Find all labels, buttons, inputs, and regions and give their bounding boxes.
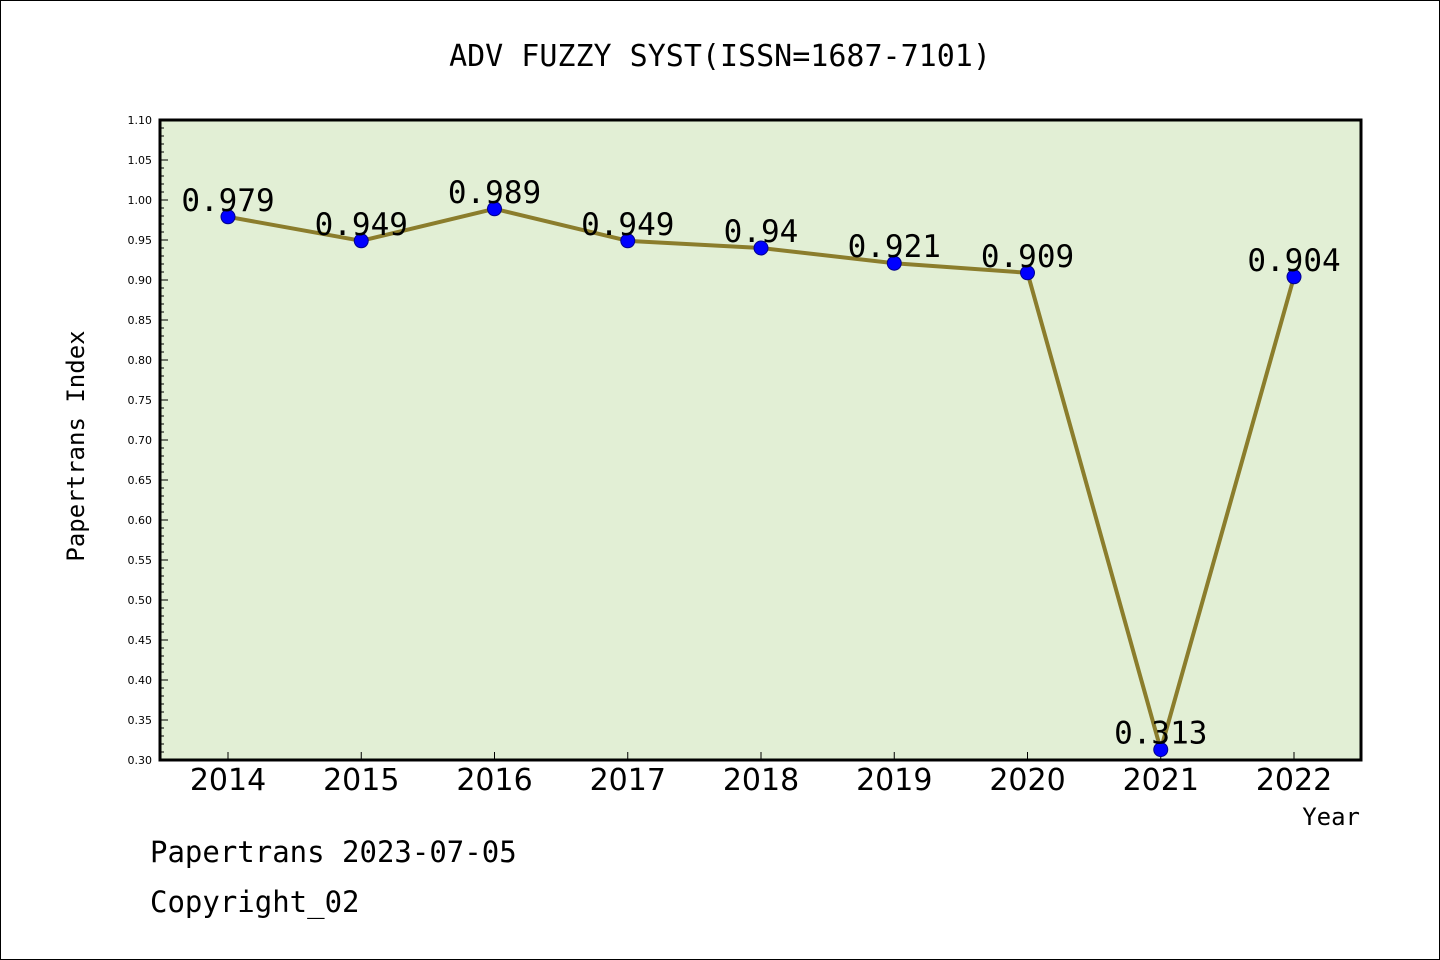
y-tick-label: 0.85 xyxy=(128,314,153,327)
data-label: 0.949 xyxy=(315,207,408,243)
y-tick-label: 0.50 xyxy=(128,594,153,607)
y-tick-label: 0.95 xyxy=(128,234,153,247)
data-point xyxy=(220,209,236,225)
y-axis-ticks: 0.30 0.35 0.40 0.45 0.50 0.55 0.60 0.65 0.70 0.75… xyxy=(128,114,168,767)
y-tick-label: 1.10 xyxy=(128,114,153,127)
data-points xyxy=(220,201,1302,758)
plot-area xyxy=(160,120,1361,760)
y-tick-label: 0.60 xyxy=(128,514,153,527)
data-label: 0.979 xyxy=(181,183,274,219)
y-tick-label: 0.45 xyxy=(128,634,153,647)
data-label: 0.989 xyxy=(448,175,541,211)
data-point xyxy=(353,233,369,249)
data-label: 0.921 xyxy=(848,229,941,265)
data-point xyxy=(1286,269,1302,285)
data-point xyxy=(487,201,502,217)
data-point xyxy=(620,233,636,249)
data-point xyxy=(886,255,902,271)
x-tick-label: 2014 xyxy=(190,763,266,798)
footer-copyright-text: Copyright_02 xyxy=(150,885,360,919)
y-tick-label: 0.40 xyxy=(128,674,153,687)
x-axis-label: Year xyxy=(1302,803,1360,831)
x-tick-label: 2021 xyxy=(1123,763,1199,798)
y-tick-label: 0.30 xyxy=(128,754,153,767)
y-axis-label: Papertrans Index xyxy=(62,330,90,561)
data-labels: 0.979 0.949 0.989 0.949 0.94 0.921 0.909 0.313 0… xyxy=(181,175,1340,752)
plot-border xyxy=(158,118,1363,762)
x-tick-label: 2016 xyxy=(456,763,532,798)
y-tick-label: 0.55 xyxy=(128,554,153,567)
y-tick-label: 0.90 xyxy=(128,274,153,287)
y-tick-label: 0.75 xyxy=(128,394,153,407)
data-label: 0.94 xyxy=(724,214,799,250)
y-tick-label: 0.80 xyxy=(128,354,153,367)
chart-title: ADV FUZZY SYST(ISSN=1687-7101) xyxy=(449,39,991,74)
x-tick-label: 2015 xyxy=(323,763,399,798)
data-point xyxy=(1020,265,1035,281)
y-tick-label: 0.65 xyxy=(128,474,153,487)
y-tick-label: 0.35 xyxy=(128,714,153,727)
data-point xyxy=(753,240,769,256)
x-tick-label: 2022 xyxy=(1256,763,1332,798)
y-tick-label: 1.00 xyxy=(128,194,153,207)
x-tick-label: 2019 xyxy=(856,763,932,798)
x-tick-label: 2017 xyxy=(590,763,666,798)
data-label: 0.909 xyxy=(981,239,1074,275)
x-tick-label: 2020 xyxy=(989,763,1065,798)
x-axis-ticks: 2014 2015 2016 2017 2018 2019 2020 2021 2022 xyxy=(190,752,1332,798)
y-tick-label: 0.70 xyxy=(128,434,153,447)
data-label: 0.949 xyxy=(581,207,674,243)
data-label: 0.904 xyxy=(1247,243,1340,279)
x-tick-label: 2018 xyxy=(723,763,799,798)
y-tick-label: 1.05 xyxy=(128,154,153,167)
footer-date-text: Papertrans 2023-07-05 xyxy=(150,835,517,869)
data-point xyxy=(1153,742,1169,758)
data-label: 0.313 xyxy=(1114,716,1207,752)
